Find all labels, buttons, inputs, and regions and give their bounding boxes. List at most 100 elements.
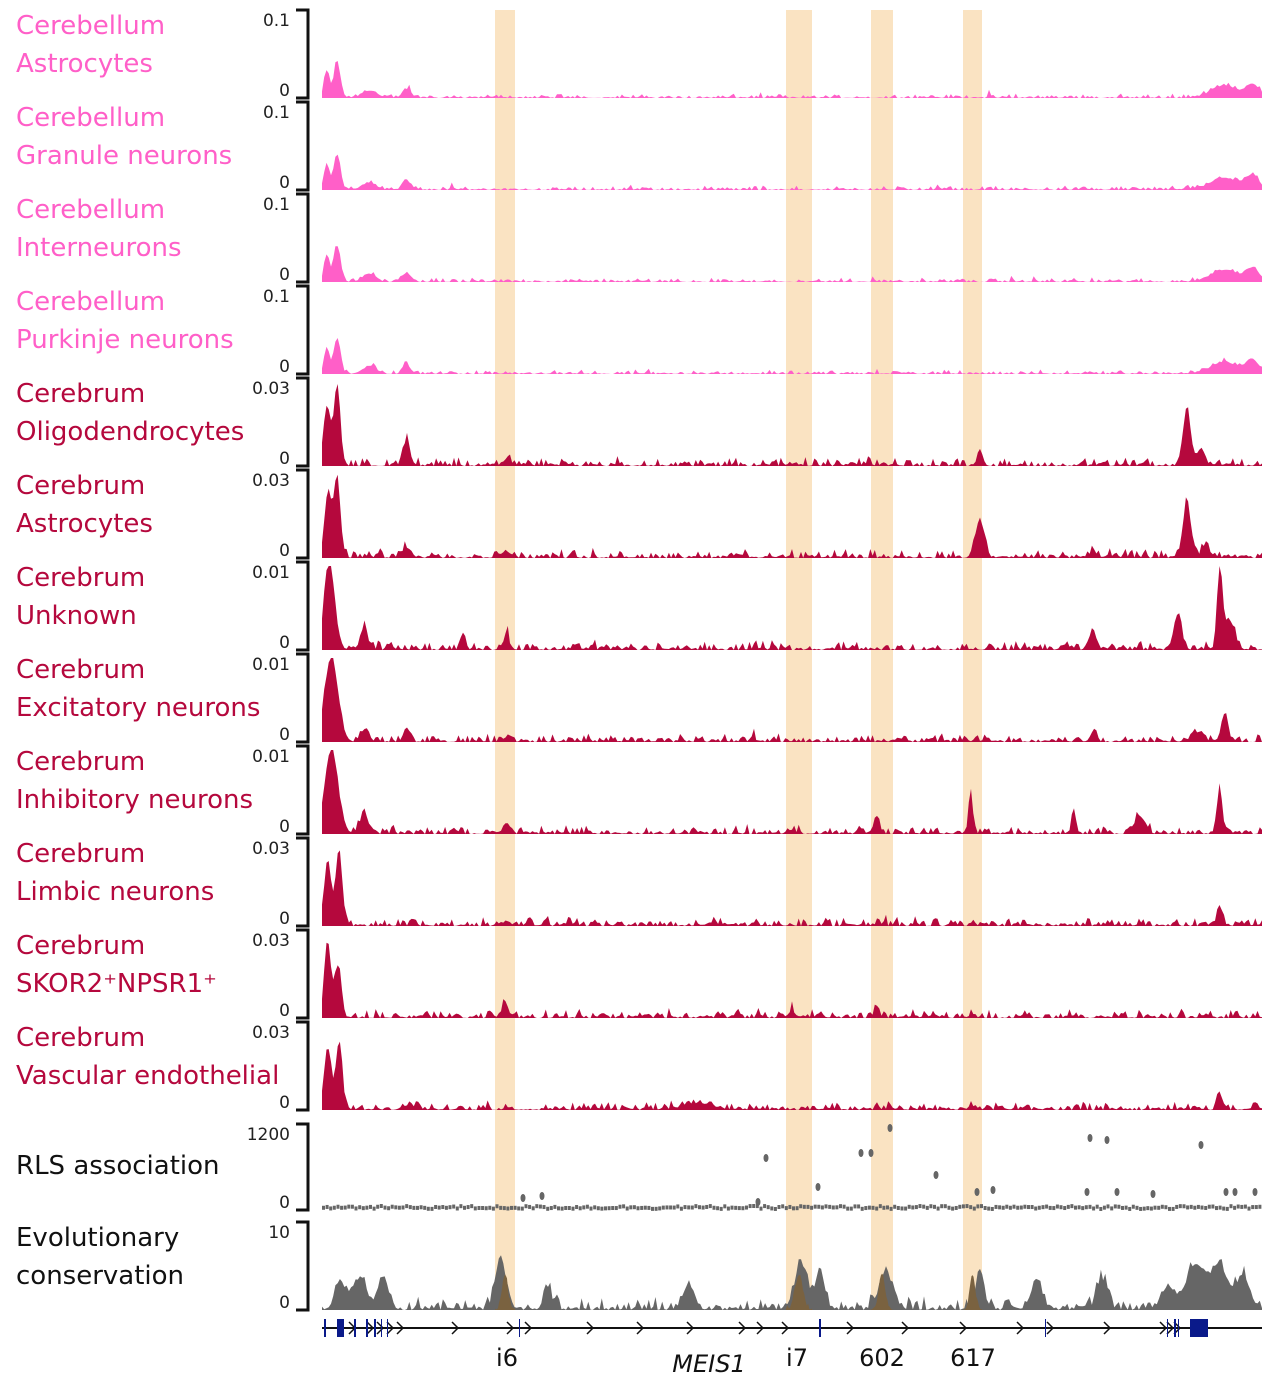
- track-7: Cerebrum Excitatory neurons 0.01 0: [16, 652, 1262, 745]
- track-label: Astrocytes: [16, 509, 153, 539]
- y-tick-min: 0: [279, 81, 290, 101]
- rls-point: [1146, 1206, 1150, 1211]
- rls-point: [499, 1205, 503, 1210]
- rls-point: [994, 1204, 998, 1209]
- rls-point: [1030, 1205, 1034, 1210]
- rls-point: [340, 1205, 344, 1210]
- rls-point: [528, 1204, 532, 1209]
- highlight-band-i6: [495, 10, 515, 1310]
- strand-arrow: [781, 1321, 790, 1335]
- enhancer-label-i7: i7: [786, 1344, 808, 1372]
- track-label: Cerebrum: [16, 563, 145, 593]
- rls-point: [683, 1205, 687, 1210]
- rls-point: [1092, 1206, 1096, 1211]
- rls-point: [745, 1205, 748, 1210]
- rls-point: [524, 1204, 528, 1209]
- strand-arrow: [1016, 1321, 1025, 1335]
- rls-point: [542, 1205, 546, 1210]
- rls-point: [1088, 1204, 1092, 1209]
- track-label: Astrocytes: [16, 49, 153, 79]
- rls-point: [900, 1206, 904, 1211]
- rls-point: [824, 1204, 828, 1209]
- strand-arrow: [1103, 1321, 1112, 1335]
- rls-point: [1150, 1190, 1156, 1198]
- rls-point: [629, 1205, 633, 1210]
- rls-point: [484, 1206, 488, 1211]
- y-axis-bracket: [296, 468, 310, 560]
- strand-arrow: [376, 1321, 385, 1335]
- y-axis-bracket: [296, 652, 310, 744]
- rls-point: [911, 1205, 915, 1210]
- rls-point: [951, 1206, 955, 1211]
- y-tick-min: 0: [279, 173, 290, 193]
- strand-arrow: [524, 1321, 533, 1335]
- rls-point: [842, 1204, 846, 1209]
- rls-point: [625, 1206, 629, 1211]
- conservation-highlight: [871, 1273, 893, 1310]
- gene-exon: [1174, 1319, 1176, 1337]
- rls-point: [1193, 1205, 1197, 1210]
- rls-point: [1074, 1205, 1077, 1210]
- rls-point: [405, 1204, 409, 1209]
- rls-point: [1005, 1204, 1009, 1209]
- rls-point: [600, 1206, 604, 1211]
- rls-point: [763, 1154, 769, 1162]
- rls-point: [799, 1204, 803, 1209]
- track-label: Cerebrum: [16, 1023, 145, 1053]
- rls-point: [553, 1204, 557, 1209]
- track-label: RLS association: [16, 1151, 220, 1181]
- track-label: Cerebrum: [16, 839, 145, 869]
- track-label: Cerebrum: [16, 471, 145, 501]
- rls-point: [513, 1205, 517, 1210]
- y-tick-max: 0.1: [263, 103, 290, 123]
- rls-point: [372, 1206, 376, 1211]
- rls-point: [1196, 1204, 1200, 1209]
- rls-point: [886, 1205, 889, 1210]
- rls-point: [665, 1205, 669, 1210]
- rls-point: [379, 1204, 383, 1209]
- rls-point: [690, 1205, 694, 1210]
- rls-point: [1066, 1204, 1070, 1209]
- rls-point: [1236, 1204, 1240, 1209]
- y-tick-min: 0: [279, 725, 290, 745]
- rls-point: [654, 1206, 658, 1211]
- rls-point: [589, 1206, 593, 1211]
- rls-point: [1222, 1206, 1226, 1211]
- rls-point: [463, 1205, 466, 1210]
- rls-point: [1175, 1204, 1179, 1209]
- rls-point: [365, 1205, 369, 1210]
- highlight-bands: [495, 10, 982, 1310]
- y-tick-max: 0.03: [252, 1023, 290, 1043]
- rls-point: [510, 1205, 513, 1210]
- y-tick-min: 0: [279, 265, 290, 285]
- rls-point: [773, 1206, 777, 1211]
- rls-point: [860, 1206, 864, 1211]
- rls-point: [726, 1206, 730, 1211]
- rls-point: [1135, 1205, 1139, 1210]
- rls-point: [907, 1204, 911, 1209]
- strand-arrow: [846, 1321, 855, 1335]
- track-label: Cerebrum: [16, 655, 145, 685]
- rls-point: [976, 1204, 980, 1209]
- rls-point: [585, 1204, 589, 1209]
- y-tick-max: 1200: [247, 1125, 290, 1145]
- track-label: SKOR2⁺NPSR1⁺: [16, 969, 217, 999]
- y-tick-max: 0.1: [263, 11, 290, 31]
- rls-point: [1087, 1134, 1093, 1142]
- strand-arrow: [756, 1321, 765, 1335]
- rls-point: [343, 1205, 347, 1210]
- rls-point: [990, 1206, 994, 1211]
- rls-point: [788, 1204, 792, 1209]
- y-tick-min: 0: [279, 449, 290, 469]
- rls-point: [416, 1205, 419, 1210]
- rls-point: [1059, 1205, 1063, 1210]
- rls-point: [1258, 1204, 1262, 1209]
- rls-point: [1164, 1205, 1168, 1210]
- rls-point: [858, 1149, 864, 1157]
- rls-point: [853, 1204, 857, 1209]
- track-12: RLS association 1200 0: [16, 1122, 1262, 1213]
- rls-point: [1207, 1204, 1211, 1209]
- rls-point: [766, 1205, 770, 1210]
- rls-point: [1252, 1188, 1258, 1196]
- gene-model: i6 i7 602 617: [322, 1319, 1262, 1372]
